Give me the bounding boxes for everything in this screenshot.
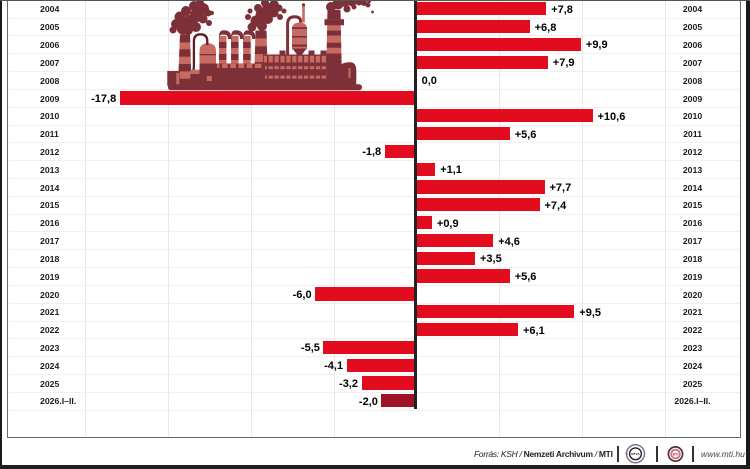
svg-text:MTI: MTI [673, 452, 679, 456]
svg-text:MTVA: MTVA [631, 452, 640, 456]
